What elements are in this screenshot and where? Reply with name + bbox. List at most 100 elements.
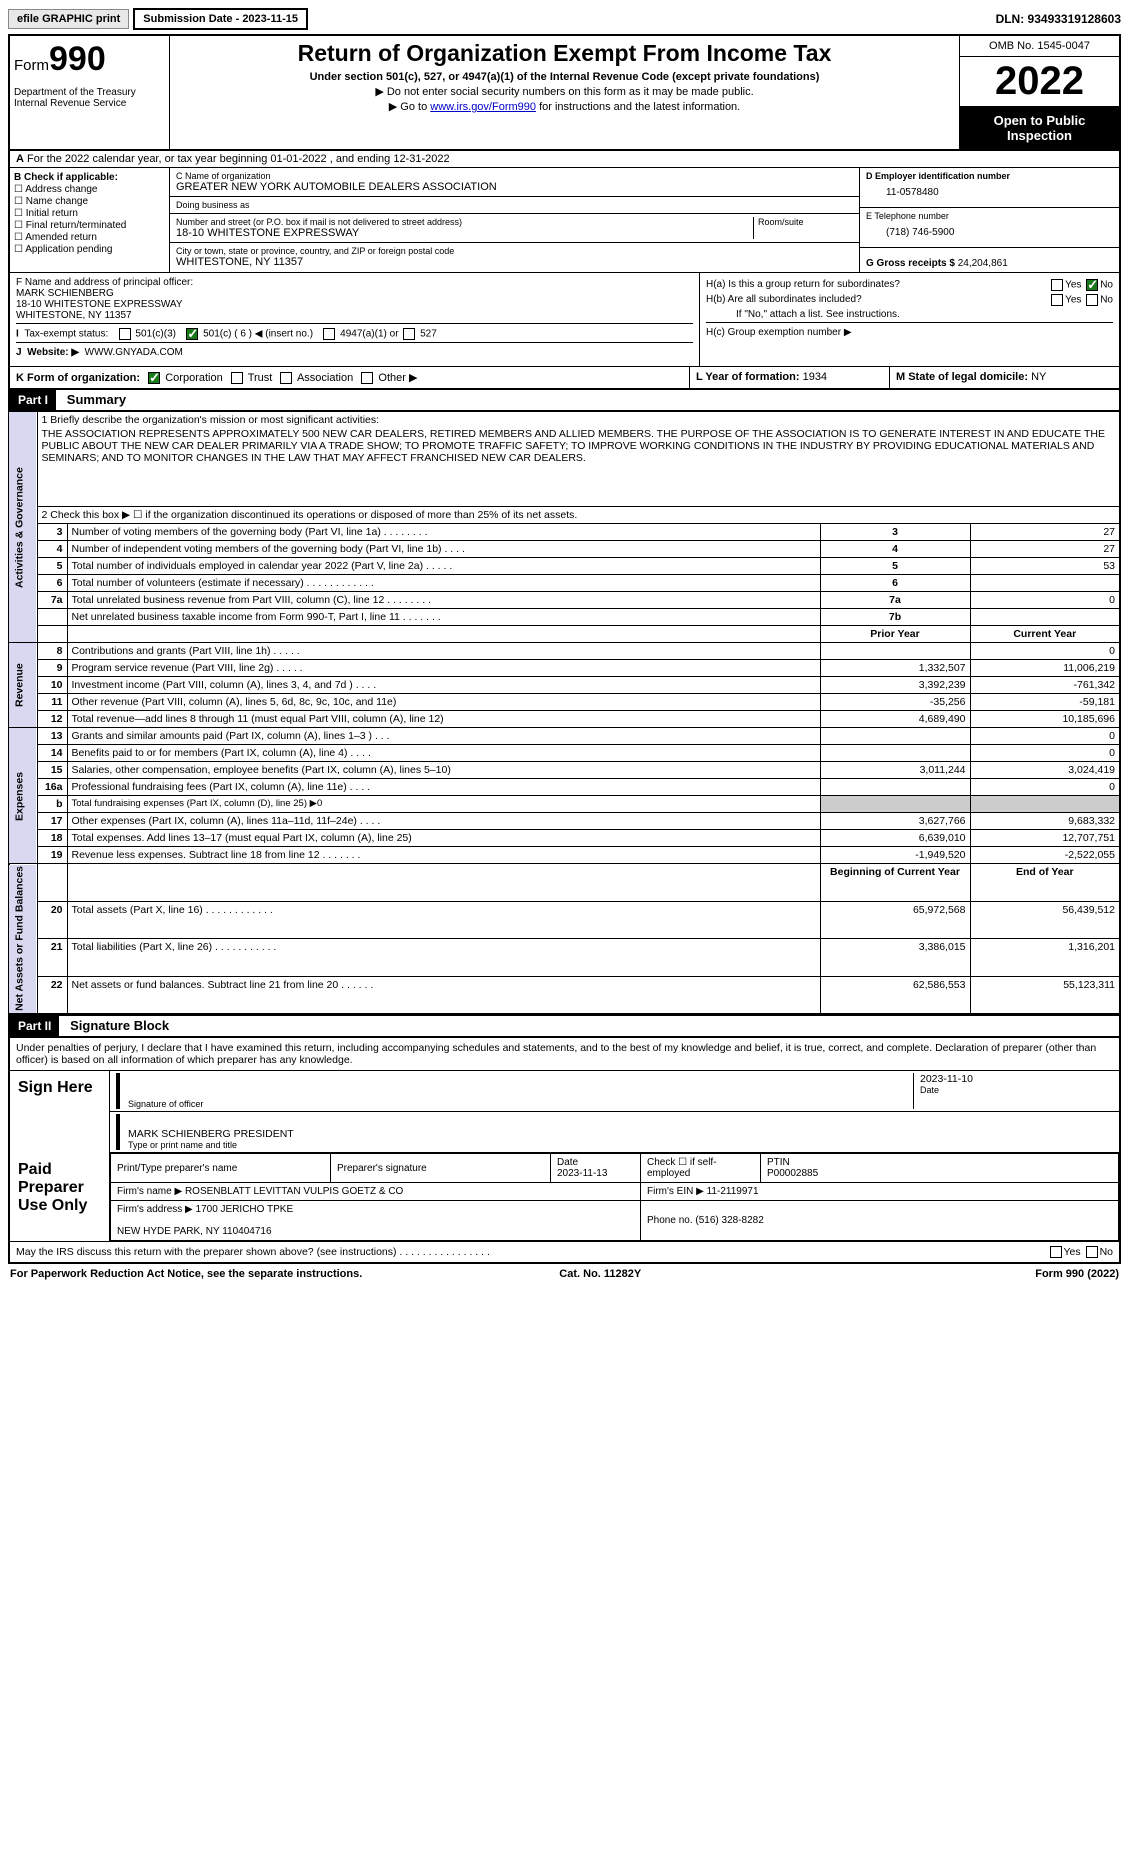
ein-lbl: D Employer identification number	[866, 171, 1010, 181]
gov-row: 3Number of voting members of the governi…	[9, 524, 1120, 541]
officer-sig-line: Signature of officer 2023-11-10 Date	[110, 1071, 1119, 1112]
city: WHITESTONE, NY 11357	[176, 256, 853, 268]
k-trust[interactable]	[231, 372, 243, 384]
rev-row: 10Investment income (Part VIII, column (…	[9, 677, 1120, 694]
addr: 18-10 WHITESTONE EXPRESSWAY	[176, 227, 753, 239]
signature-block: Under penalties of perjury, I declare th…	[8, 1037, 1121, 1264]
f-block: F Name and address of principal officer:…	[16, 277, 693, 324]
k-other[interactable]	[361, 372, 373, 384]
line-a-text: For the 2022 calendar year, or tax year …	[27, 153, 450, 165]
k-corp[interactable]	[148, 372, 160, 384]
chk-name[interactable]: ☐ Name change	[14, 196, 165, 207]
side-expenses: Expenses	[9, 728, 37, 864]
form-num: 990	[49, 40, 106, 78]
ha-lbl: H(a) Is this a group return for subordin…	[706, 279, 900, 290]
phone-cell: E Telephone number (718) 746-5900	[860, 208, 1119, 248]
l-lbl: L Year of formation:	[696, 371, 800, 383]
dept-treasury: Department of the Treasury Internal Reve…	[14, 87, 165, 109]
hb-note: If "No," attach a list. See instructions…	[706, 307, 1113, 323]
perjury-text: Under penalties of perjury, I declare th…	[10, 1038, 1119, 1071]
col-prior: Prior Year	[820, 626, 970, 643]
hb-no[interactable]	[1086, 294, 1098, 306]
f-addr2: WHITESTONE, NY 11357	[16, 310, 693, 321]
open-inspection: Open to Public Inspection	[960, 107, 1119, 149]
chk-amended[interactable]: ☐ Amended return	[14, 232, 165, 243]
irs-link[interactable]: www.irs.gov/Form990	[430, 101, 536, 113]
note-ssn: ▶ Do not enter social security numbers o…	[178, 85, 951, 98]
pra-notice: For Paperwork Reduction Act Notice, see …	[10, 1268, 362, 1280]
form-subtitle: Under section 501(c), 527, or 4947(a)(1)…	[178, 71, 951, 83]
exp-row: 16aProfessional fundraising fees (Part I…	[9, 779, 1120, 796]
may-no[interactable]	[1086, 1246, 1098, 1258]
hb-yes[interactable]	[1051, 294, 1063, 306]
line1-cell: 1 Briefly describe the organization's mi…	[37, 412, 1120, 507]
chk-501c3[interactable]	[119, 328, 131, 340]
k-block: K Form of organization: Corporation Trus…	[10, 367, 689, 388]
j-lbl: Website: ▶	[27, 347, 79, 358]
preparer-table: Print/Type preparer's name Preparer's si…	[110, 1153, 1119, 1241]
i-lbl: Tax-exempt status:	[24, 329, 108, 340]
ptin-lbl: PTIN	[767, 1157, 790, 1168]
hb-lbl: H(b) Are all subordinates included?	[706, 294, 862, 305]
ha-no[interactable]	[1086, 279, 1098, 291]
f-addr1: 18-10 WHITESTONE EXPRESSWAY	[16, 299, 693, 310]
sign-here-label: Sign Here	[10, 1071, 110, 1153]
k-assoc[interactable]	[280, 372, 292, 384]
pp-date-lbl: Date	[557, 1157, 578, 1168]
col-b: B Check if applicable: ☐ Address change …	[10, 168, 170, 272]
part2-header: Part II Signature Block	[8, 1014, 1121, 1037]
ha-yes[interactable]	[1051, 279, 1063, 291]
chk-final[interactable]: ☐ Final return/terminated	[14, 220, 165, 231]
efile-print-button[interactable]: efile GRAPHIC print	[8, 9, 129, 29]
org-name: GREATER NEW YORK AUTOMOBILE DEALERS ASSO…	[176, 181, 853, 193]
part1-header: Part I Summary	[8, 390, 1121, 411]
ptin: P00002885	[767, 1168, 818, 1179]
chk-501c[interactable]	[186, 328, 198, 340]
exp-row: 18Total expenses. Add lines 13–17 (must …	[9, 830, 1120, 847]
col-beg: Beginning of Current Year	[820, 864, 970, 901]
j-block: J Website: ▶ WWW.GNYADA.COM	[16, 343, 693, 362]
chk-address[interactable]: ☐ Address change	[14, 184, 165, 195]
officer-name-line: MARK SCHIENBERG PRESIDENT Type or print …	[110, 1112, 1119, 1153]
may-yes[interactable]	[1050, 1246, 1062, 1258]
may-irs-text: May the IRS discuss this return with the…	[16, 1246, 490, 1258]
header-right: OMB No. 1545-0047 2022 Open to Public In…	[959, 36, 1119, 149]
side-revenue: Revenue	[9, 643, 37, 728]
dln: DLN: 93493319128603	[996, 12, 1121, 26]
firm-ein: 11-2119971	[707, 1186, 759, 1197]
exp-row: 17Other expenses (Part IX, column (A), l…	[9, 813, 1120, 830]
pp-date: 2023-11-13	[557, 1168, 607, 1179]
org-name-lbl: C Name of organization	[176, 171, 853, 181]
m-lbl: M State of legal domicile:	[896, 371, 1028, 383]
summary-table: Activities & Governance 1 Briefly descri…	[8, 411, 1121, 1014]
chk-initial[interactable]: ☐ Initial return	[14, 208, 165, 219]
city-lbl: City or town, state or province, country…	[176, 246, 853, 256]
col-deg: D Employer identification number 11-0578…	[859, 168, 1119, 272]
fj-right: H(a) Is this a group return for subordin…	[699, 273, 1119, 366]
rev-row: 12Total revenue—add lines 8 through 11 (…	[9, 711, 1120, 728]
gov-row: 5Total number of individuals employed in…	[9, 558, 1120, 575]
topbar: efile GRAPHIC print Submission Date - 20…	[8, 8, 1121, 30]
net-row: 20Total assets (Part X, line 16) . . . .…	[9, 901, 1120, 938]
gov-row: 7aTotal unrelated business revenue from …	[9, 592, 1120, 609]
chk-527[interactable]	[403, 328, 415, 340]
chk-pending[interactable]: ☐ Application pending	[14, 244, 165, 255]
rev-row: 11Other revenue (Part VIII, column (A), …	[9, 694, 1120, 711]
part2-num: Part II	[10, 1016, 59, 1036]
chk-4947[interactable]	[323, 328, 335, 340]
col-header-row: Prior YearCurrent Year	[9, 626, 1120, 643]
gross: 24,204,861	[958, 258, 1008, 269]
may-irs-row: May the IRS discuss this return with the…	[10, 1241, 1119, 1262]
addr-lbl: Number and street (or P.O. box if mail i…	[176, 217, 753, 227]
mission-text: THE ASSOCIATION REPRESENTS APPROXIMATELY…	[42, 426, 1116, 504]
exp-row: 14Benefits paid to or for members (Part …	[9, 745, 1120, 762]
hc-lbl: H(c) Group exemption number ▶	[706, 323, 1113, 342]
firm-ein-lbl: Firm's EIN ▶	[647, 1186, 704, 1197]
cat-no: Cat. No. 11282Y	[559, 1268, 641, 1280]
col-curr: Current Year	[970, 626, 1120, 643]
tax-year: 2022	[960, 57, 1119, 107]
website: WWW.GNYADA.COM	[85, 347, 183, 358]
form-990-page: efile GRAPHIC print Submission Date - 20…	[0, 0, 1129, 1292]
phone-lbl: E Telephone number	[866, 211, 1113, 221]
form-ref: Form 990 (2022)	[1035, 1268, 1119, 1280]
